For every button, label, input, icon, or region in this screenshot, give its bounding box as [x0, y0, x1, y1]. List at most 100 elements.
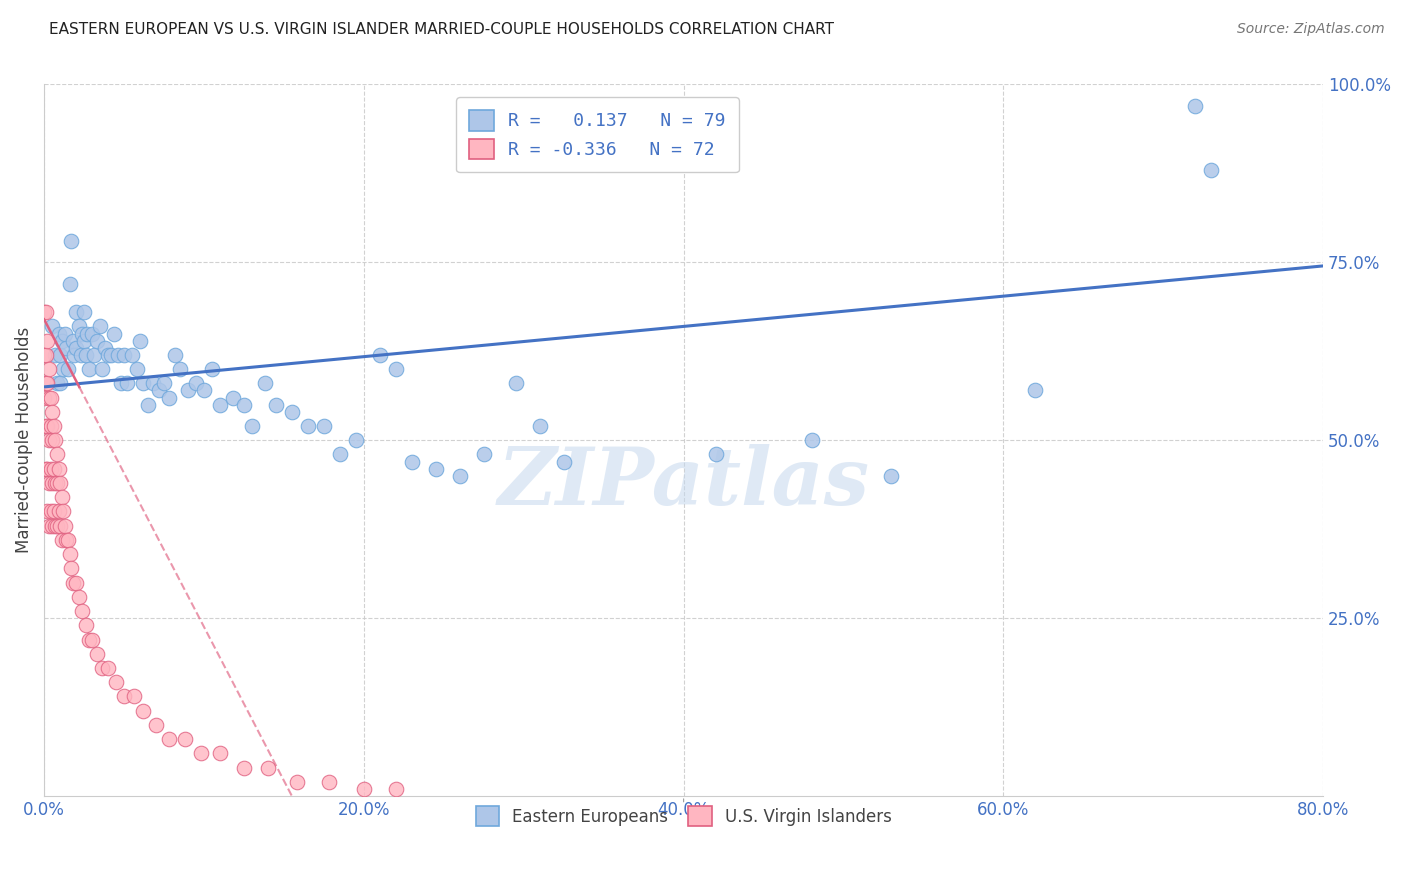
Point	[70, 348, 93, 362]
Point	[90, 362, 112, 376]
Point	[45, 448, 67, 462]
Point	[129, 334, 152, 348]
Point	[122, 690, 145, 704]
Point	[41, 518, 63, 533]
Point	[48, 504, 70, 518]
Point	[157, 732, 180, 747]
Text: Source: ZipAtlas.com: Source: ZipAtlas.com	[1237, 22, 1385, 37]
Point	[145, 718, 167, 732]
Point	[208, 398, 231, 412]
Point	[97, 661, 120, 675]
Point	[107, 348, 129, 362]
Point	[41, 475, 63, 490]
Point	[44, 434, 66, 448]
Point	[80, 326, 103, 341]
Point	[42, 419, 65, 434]
Point	[49, 376, 72, 391]
Point	[32, 305, 55, 319]
Point	[49, 518, 72, 533]
Point	[59, 547, 82, 561]
Point	[37, 461, 59, 475]
Point	[67, 319, 90, 334]
Point	[55, 341, 77, 355]
Point	[51, 334, 73, 348]
Point	[55, 533, 77, 547]
Point	[704, 448, 727, 462]
Point	[41, 319, 63, 334]
Point	[77, 632, 100, 647]
Point	[173, 732, 195, 747]
Point	[53, 518, 76, 533]
Text: EASTERN EUROPEAN VS U.S. VIRGIN ISLANDER MARRIED-COUPLE HOUSEHOLDS CORRELATION C: EASTERN EUROPEAN VS U.S. VIRGIN ISLANDER…	[49, 22, 834, 37]
Point	[385, 781, 408, 796]
Point	[136, 398, 159, 412]
Point	[449, 468, 471, 483]
Point	[72, 326, 94, 341]
Point	[48, 461, 70, 475]
Point	[233, 398, 256, 412]
Point	[112, 690, 135, 704]
Point	[401, 455, 423, 469]
Point	[385, 362, 408, 376]
Point	[177, 384, 200, 398]
Point	[112, 348, 135, 362]
Point	[253, 376, 276, 391]
Point	[41, 405, 63, 419]
Point	[148, 384, 170, 398]
Point	[32, 391, 55, 405]
Point	[529, 419, 551, 434]
Point	[100, 348, 122, 362]
Point	[132, 704, 155, 718]
Point	[51, 490, 73, 504]
Point	[281, 405, 304, 419]
Point	[110, 376, 132, 391]
Point	[67, 590, 90, 604]
Point	[353, 781, 375, 796]
Point	[312, 419, 335, 434]
Point	[83, 348, 105, 362]
Point	[240, 419, 263, 434]
Point	[472, 448, 495, 462]
Point	[165, 348, 187, 362]
Point	[65, 305, 87, 319]
Point	[37, 504, 59, 518]
Y-axis label: Married-couple Households: Married-couple Households	[15, 327, 32, 553]
Point	[38, 362, 60, 376]
Point	[60, 561, 83, 575]
Point	[45, 518, 67, 533]
Point	[37, 419, 59, 434]
Point	[60, 234, 83, 248]
Point	[39, 419, 62, 434]
Point	[49, 475, 72, 490]
Point	[190, 747, 212, 761]
Point	[65, 575, 87, 590]
Point	[208, 747, 231, 761]
Point	[35, 461, 58, 475]
Point	[44, 475, 66, 490]
Point	[86, 334, 108, 348]
Point	[80, 632, 103, 647]
Point	[142, 376, 165, 391]
Point	[45, 376, 67, 391]
Point	[35, 419, 58, 434]
Point	[90, 661, 112, 675]
Point	[65, 341, 87, 355]
Point	[56, 362, 79, 376]
Point	[1199, 162, 1222, 177]
Point	[157, 391, 180, 405]
Point	[77, 362, 100, 376]
Point	[42, 461, 65, 475]
Point	[48, 326, 70, 341]
Point	[125, 362, 148, 376]
Point	[38, 391, 60, 405]
Point	[233, 761, 256, 775]
Point	[59, 277, 82, 291]
Text: ZIPatlas: ZIPatlas	[498, 444, 870, 522]
Legend: Eastern Europeans, U.S. Virgin Islanders: Eastern Europeans, U.S. Virgin Islanders	[467, 798, 900, 834]
Point	[73, 305, 96, 319]
Point	[75, 348, 97, 362]
Point	[37, 334, 59, 348]
Point	[37, 376, 59, 391]
Point	[38, 434, 60, 448]
Point	[800, 434, 823, 448]
